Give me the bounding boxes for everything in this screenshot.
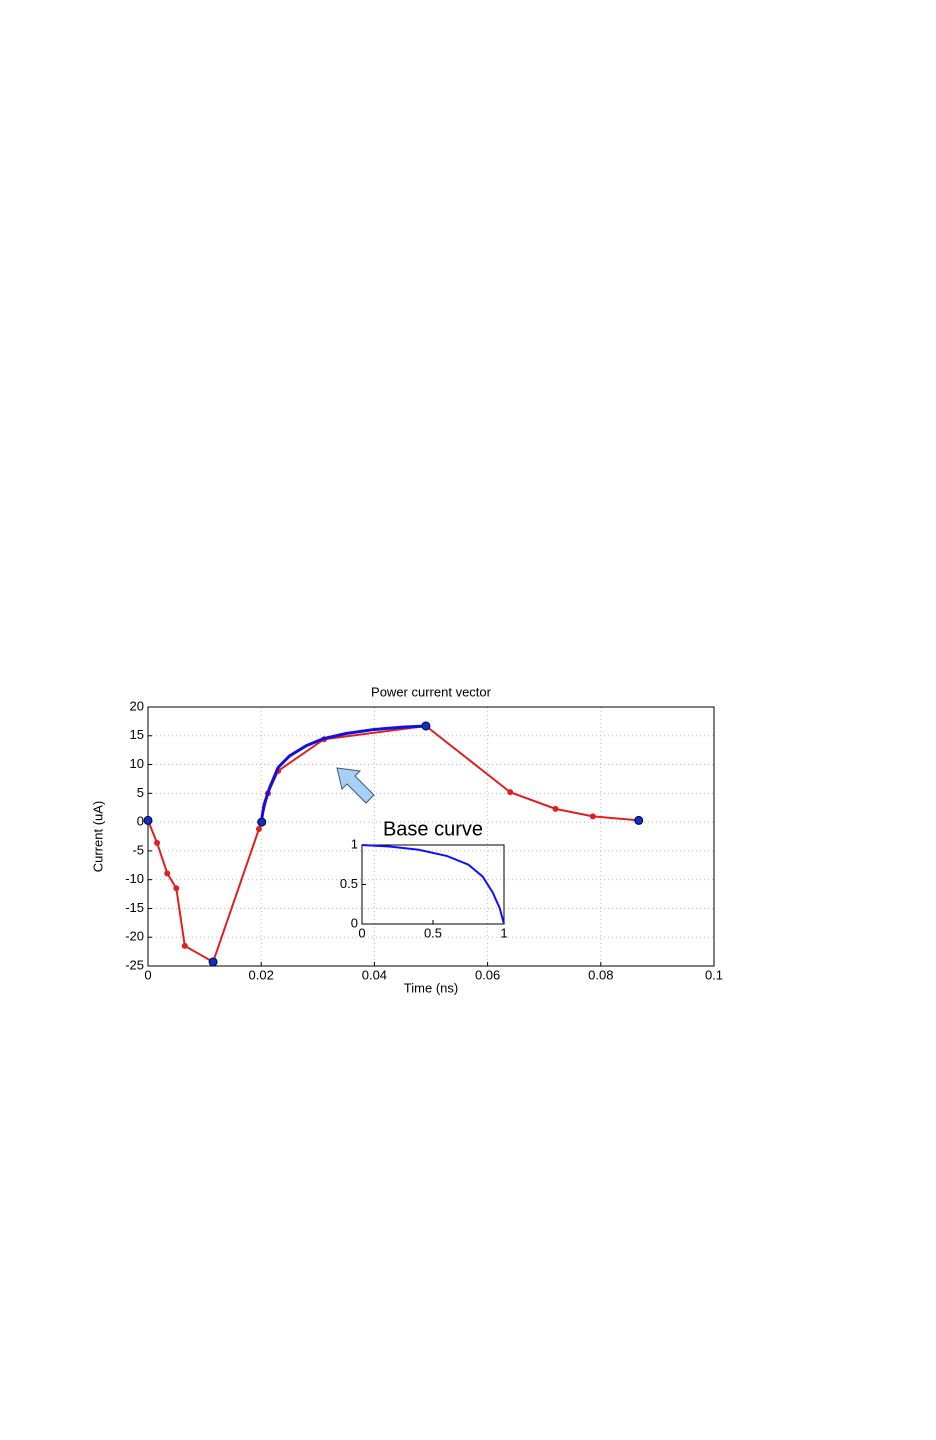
- y-tick-label: -25: [125, 957, 144, 972]
- y-axis-label: Current (uA): [90, 801, 105, 873]
- x-tick-label: 0.06: [475, 967, 500, 982]
- y-tick-label: 15: [130, 727, 144, 742]
- y-tick-label: 0: [351, 915, 358, 930]
- data-point: [552, 805, 559, 812]
- y-tick-label: 10: [130, 756, 144, 771]
- y-tick-label: 0.5: [340, 876, 358, 891]
- series-line: [147, 724, 639, 964]
- y-tick-label: -15: [125, 900, 144, 915]
- data-point: [181, 942, 188, 949]
- x-axis-label: Time (ns): [404, 980, 458, 995]
- y-tick-label: -5: [132, 842, 144, 857]
- chart-title: Base curve: [383, 818, 483, 840]
- y-tick-label: -10: [125, 871, 144, 886]
- data-point: [257, 817, 267, 827]
- y-tick-label: 20: [130, 698, 144, 713]
- plot-frame: [361, 844, 505, 925]
- x-tick-label: 0: [358, 925, 365, 940]
- x-tick-label: 0.08: [588, 967, 613, 982]
- data-point: [143, 815, 153, 825]
- x-tick-label: 0.02: [249, 967, 274, 982]
- data-point: [421, 721, 431, 731]
- y-tick-label: 0: [137, 814, 144, 829]
- x-tick-label: 0.5: [424, 925, 442, 940]
- plot-frame: [147, 706, 715, 967]
- x-tick-label: 1: [500, 925, 507, 940]
- pointer-arrow: [336, 767, 375, 804]
- data-point: [507, 789, 514, 796]
- chart-title: Power current vector: [371, 684, 492, 699]
- series-line: [361, 844, 505, 925]
- x-tick-label: 0.1: [705, 967, 723, 982]
- data-point: [589, 813, 596, 820]
- data-point: [208, 957, 218, 967]
- data-point: [154, 839, 161, 846]
- y-tick-label: -20: [125, 929, 144, 944]
- data-point: [173, 885, 180, 892]
- y-tick-label: 1: [351, 836, 358, 851]
- data-point: [634, 815, 644, 825]
- data-point: [164, 870, 171, 877]
- y-tick-label: 5: [137, 785, 144, 800]
- series-line: [259, 724, 426, 823]
- x-tick-label: 0: [144, 967, 151, 982]
- data-point: [255, 826, 262, 833]
- x-tick-label: 0.04: [362, 967, 387, 982]
